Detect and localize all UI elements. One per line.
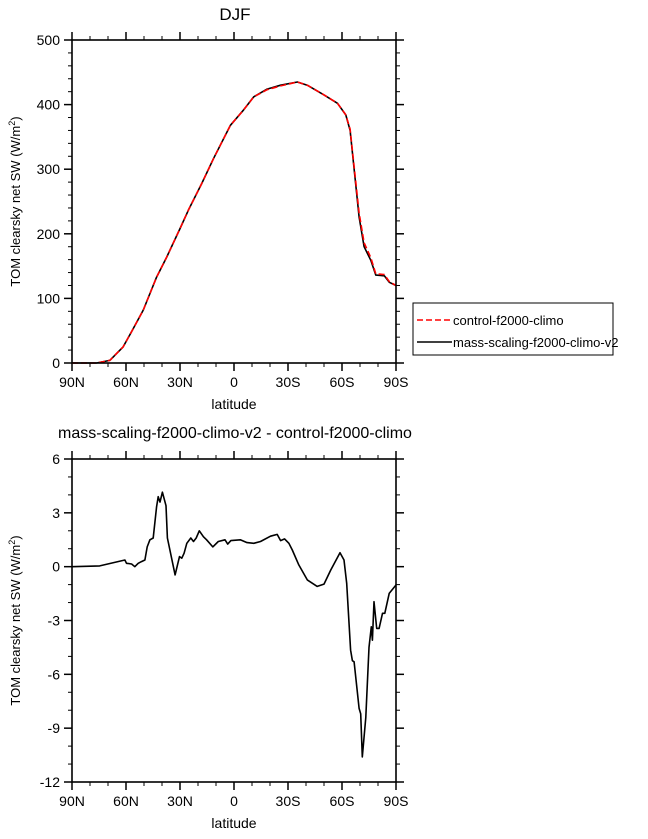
- x-axis-label: latitude: [211, 815, 256, 831]
- chart-title: mass-scaling-f2000-climo-v2 - control-f2…: [58, 425, 412, 442]
- x-tick-label: 90N: [59, 793, 85, 809]
- y-tick-label: 3: [52, 505, 60, 521]
- y-tick-label: 6: [52, 451, 60, 467]
- series-line-mass-scaling-f2000-climo-v2: [72, 81, 397, 364]
- y-axis-label-sup: 2: [7, 540, 17, 545]
- x-tick-label: 0: [230, 374, 238, 390]
- y-tick-label: -9: [48, 720, 61, 736]
- x-tick-label: 60S: [330, 374, 355, 390]
- y-tick-label: 200: [37, 226, 61, 242]
- y-tick-label: 300: [37, 161, 61, 177]
- y-axis-label-sup: 2: [7, 121, 17, 126]
- legend-label: control-f2000-climo: [453, 313, 564, 328]
- x-tick-label: 30N: [167, 793, 193, 809]
- x-tick-label: 60N: [113, 374, 139, 390]
- y-tick-label: -12: [40, 774, 60, 790]
- x-tick-label: 30S: [276, 374, 301, 390]
- plot-frame: [71, 39, 397, 364]
- legend-box: [412, 302, 614, 356]
- y-tick-label: 500: [37, 32, 61, 48]
- x-tick-label: 60S: [330, 793, 355, 809]
- y-axis-label-main: TOM clearsky net SW (W/m: [8, 126, 23, 287]
- y-tick-label: 0: [52, 355, 60, 371]
- x-tick-label: 90N: [59, 374, 85, 390]
- x-tick-label: 0: [230, 793, 238, 809]
- x-tick-label: 30S: [276, 793, 301, 809]
- series-line-control-f2000-climo: [72, 81, 397, 364]
- plot-1: [64, 451, 404, 790]
- x-axis-label: latitude: [211, 396, 256, 412]
- y-axis-label: TOM clearsky net SW (W/m2): [7, 535, 23, 705]
- legend: [412, 302, 614, 356]
- y-axis-label-end: ): [8, 116, 23, 120]
- legend-label: mass-scaling-f2000-climo-v2: [453, 335, 618, 350]
- x-tick-label: 60N: [113, 793, 139, 809]
- y-tick-label: 400: [37, 97, 61, 113]
- y-tick-label: 0: [52, 559, 60, 575]
- y-tick-label: -6: [48, 666, 61, 682]
- y-axis-label-main: TOM clearsky net SW (W/m: [8, 545, 23, 706]
- y-tick-label: -3: [48, 613, 61, 629]
- plot-0: [64, 32, 404, 371]
- chart-title: DJF: [219, 5, 250, 24]
- x-tick-label: 90S: [384, 374, 409, 390]
- y-tick-label: 100: [37, 290, 61, 306]
- y-axis-label: TOM clearsky net SW (W/m2): [7, 116, 23, 286]
- y-axis-label-end: ): [8, 535, 23, 539]
- plot-frame: [71, 458, 397, 783]
- series-line-difference: [71, 491, 397, 758]
- x-tick-label: 90S: [384, 793, 409, 809]
- x-tick-label: 30N: [167, 374, 193, 390]
